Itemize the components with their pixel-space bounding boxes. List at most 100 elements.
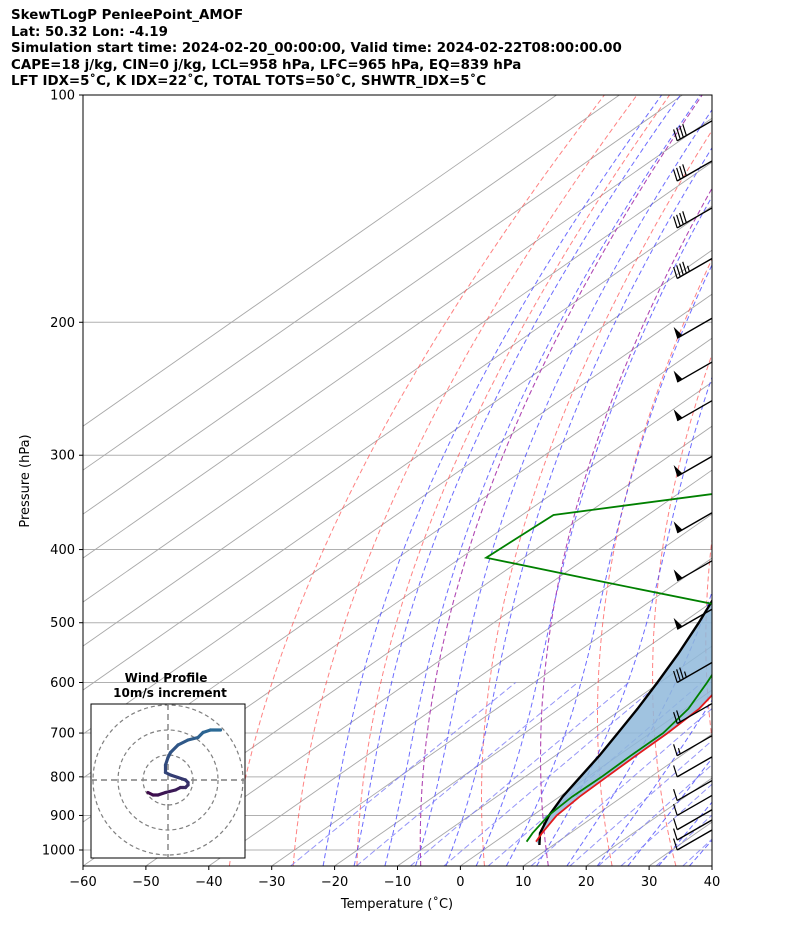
isotherm-line bbox=[83, 161, 712, 603]
hodograph-plot bbox=[91, 704, 245, 858]
barb-full bbox=[673, 838, 678, 851]
mixing-ratio-line bbox=[714, 683, 794, 867]
dry-adiabat bbox=[652, 352, 712, 866]
barb-flag bbox=[673, 521, 683, 533]
mixing-ratio-line bbox=[355, 682, 579, 866]
mixing-ratio-line bbox=[620, 783, 712, 866]
barb-staff bbox=[676, 829, 713, 851]
isotherm-line bbox=[145, 469, 712, 866]
moist-adiabat bbox=[596, 699, 712, 866]
barb-full bbox=[679, 263, 684, 276]
y-tick-label: 300 bbox=[50, 449, 75, 464]
y-tick-label: 400 bbox=[50, 543, 75, 558]
wind-barb bbox=[673, 160, 713, 182]
mixing-ratio-line bbox=[443, 682, 661, 866]
wind-barb bbox=[673, 120, 713, 142]
barb-staff bbox=[676, 794, 713, 817]
dry-adiabat bbox=[419, 95, 703, 866]
isotherm-line bbox=[83, 95, 557, 427]
reference-adiabat bbox=[540, 187, 712, 866]
mixing-ratio-line bbox=[530, 707, 712, 866]
barb-full bbox=[673, 828, 678, 841]
moist-adiabat bbox=[384, 95, 701, 866]
header-cape-indices: CAPE=18 j/kg, CIN=0 j/kg, LCL=958 hPa, L… bbox=[11, 57, 522, 73]
header-times: Simulation start time: 2024-02-20_00:00:… bbox=[11, 41, 622, 56]
isotherm-line bbox=[775, 95, 794, 866]
wind-barb bbox=[673, 819, 713, 841]
wind-barb bbox=[673, 735, 713, 757]
barb-staff bbox=[676, 702, 713, 725]
moist-adiabat bbox=[353, 95, 681, 866]
barb-staff bbox=[676, 207, 713, 229]
dry-adiabat bbox=[705, 535, 712, 743]
moist-adiabat bbox=[720, 95, 794, 866]
isotherm-line bbox=[83, 425, 712, 866]
x-tick-label: −20 bbox=[321, 875, 348, 890]
barb-half bbox=[677, 748, 681, 755]
parcel-profile-line bbox=[538, 598, 712, 846]
dry-adiabat bbox=[597, 258, 712, 866]
barb-full bbox=[673, 670, 678, 683]
y-tick-label: 700 bbox=[50, 727, 75, 742]
barb-flag bbox=[673, 569, 683, 581]
isotherm-line bbox=[83, 293, 712, 735]
wind-barb bbox=[673, 560, 713, 582]
moist-adiabat bbox=[415, 108, 712, 866]
barb-flag bbox=[673, 409, 683, 421]
hodograph-inset: Wind Profile 10m/s increment bbox=[90, 671, 246, 859]
barb-full bbox=[682, 211, 687, 223]
barb-staff bbox=[676, 560, 713, 582]
mixing-ratio-line bbox=[290, 682, 517, 866]
cape-fill bbox=[536, 601, 712, 845]
x-axis-label: Temperature (˚C) bbox=[340, 896, 453, 912]
barb-full bbox=[673, 818, 678, 830]
isotherm-line bbox=[83, 249, 712, 691]
hodograph-segment bbox=[186, 735, 200, 742]
isotherm-line bbox=[397, 645, 712, 866]
barb-staff bbox=[676, 779, 713, 802]
mixing-ratio-line bbox=[569, 739, 712, 866]
x-tick-label: −30 bbox=[258, 875, 285, 890]
barb-full bbox=[676, 710, 681, 722]
wind-barb bbox=[673, 400, 713, 422]
dry-adiabat bbox=[540, 187, 712, 866]
y-tick-label: 900 bbox=[50, 809, 75, 824]
barb-full bbox=[679, 125, 684, 138]
barb-full bbox=[679, 667, 684, 680]
header-stability-indices: LFT IDX=5˚C, K IDX=22˚C, TOTAL TOTS=50˚C… bbox=[11, 74, 487, 89]
dry-adiabat bbox=[356, 95, 671, 866]
barb-flag bbox=[673, 617, 683, 630]
x-tick-label: −10 bbox=[384, 875, 411, 890]
barb-full bbox=[673, 266, 678, 279]
barb-staff bbox=[676, 317, 713, 339]
isotherm-line bbox=[271, 557, 712, 866]
x-tick-label: −40 bbox=[195, 875, 222, 890]
barb-flag bbox=[673, 326, 683, 339]
mixing-ratio-line bbox=[598, 764, 712, 866]
mixing-ratio-line bbox=[410, 682, 630, 866]
header-location: Lat: 50.32 Lon: -4.19 bbox=[11, 24, 168, 40]
wind-barb bbox=[673, 661, 713, 684]
temperature-profile-line bbox=[535, 693, 712, 843]
wind-barbs bbox=[673, 120, 713, 851]
sounding-header: SkewTLogP PenleePoint_AMOF Lat: 50.32 Lo… bbox=[11, 8, 791, 91]
y-tick-label: 600 bbox=[50, 676, 75, 691]
moist-adiabat bbox=[566, 590, 712, 866]
isotherm-line bbox=[334, 601, 712, 866]
barb-staff bbox=[676, 257, 713, 280]
hodograph-subtitle: 10m/s increment bbox=[113, 686, 227, 700]
barb-full bbox=[679, 212, 684, 225]
dewpoint-profile-line bbox=[483, 493, 712, 843]
barb-full bbox=[673, 711, 678, 724]
wind-barb bbox=[673, 361, 713, 383]
barb-full bbox=[673, 129, 678, 142]
profile-lines bbox=[483, 493, 712, 846]
barb-full bbox=[673, 169, 678, 182]
barb-staff bbox=[676, 809, 713, 831]
barb-full bbox=[682, 123, 687, 136]
wind-barb bbox=[673, 512, 713, 534]
moist-adiabat bbox=[445, 146, 712, 866]
y-tick-label: 1000 bbox=[42, 844, 75, 859]
hodograph-segment bbox=[163, 788, 178, 795]
x-tick-label: 30 bbox=[641, 875, 658, 890]
